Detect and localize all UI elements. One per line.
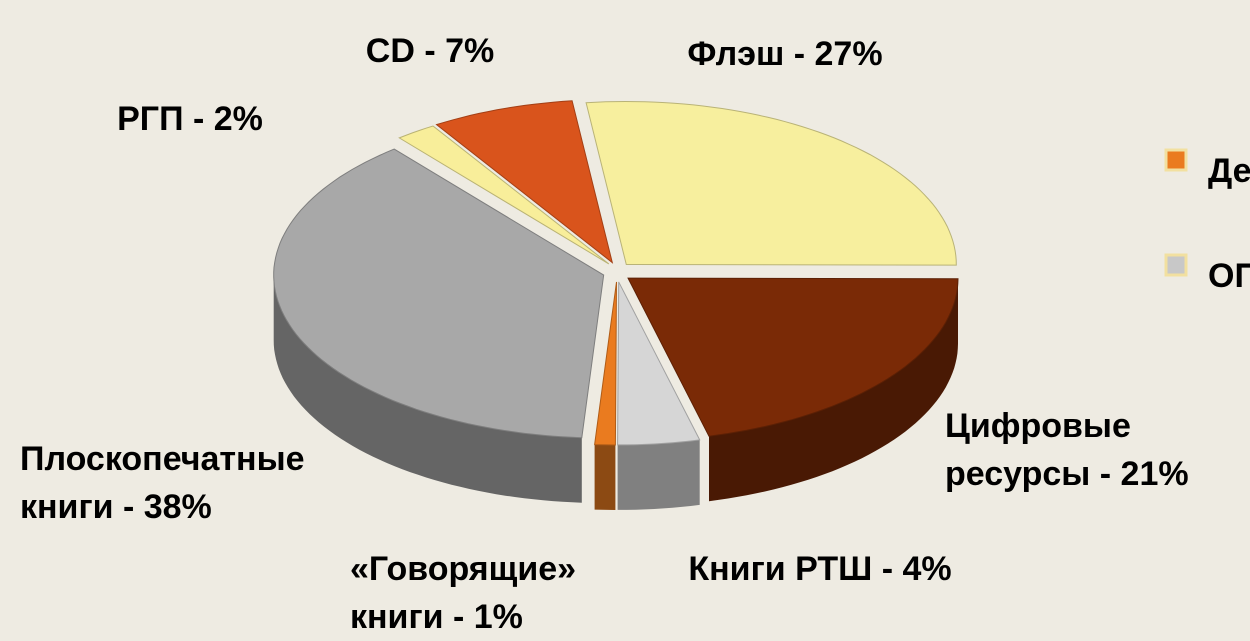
slice-side: [594, 444, 616, 510]
slice: [594, 281, 618, 446]
slice-side: [273, 275, 582, 503]
legend-label: Де: [1208, 152, 1250, 190]
slice-side: [617, 439, 700, 510]
slice-label: книги - 1%: [350, 598, 523, 636]
slice-label: CD - 7%: [366, 32, 494, 70]
slice-label: Флэш - 27%: [687, 35, 882, 73]
slice-label: Плоскопечатные: [20, 440, 305, 478]
legend-label: ОП: [1208, 257, 1250, 295]
slice: [585, 100, 957, 266]
slice-label: Книги РТШ - 4%: [688, 550, 951, 588]
legend-marker: [1164, 148, 1188, 172]
legend-marker: [1164, 253, 1188, 277]
slice: [398, 125, 610, 265]
slice-label: Цифровые: [945, 407, 1131, 445]
slice: [627, 277, 959, 437]
slice-label: ресурсы - 21%: [945, 455, 1189, 493]
slice-label: «Говорящие»: [350, 550, 576, 588]
slice: [273, 148, 605, 439]
slice: [617, 281, 701, 446]
slice-side: [709, 278, 958, 502]
slice: [435, 100, 614, 264]
slice-label: книги - 38%: [20, 488, 212, 526]
slice-label: РГП - 2%: [117, 100, 263, 138]
